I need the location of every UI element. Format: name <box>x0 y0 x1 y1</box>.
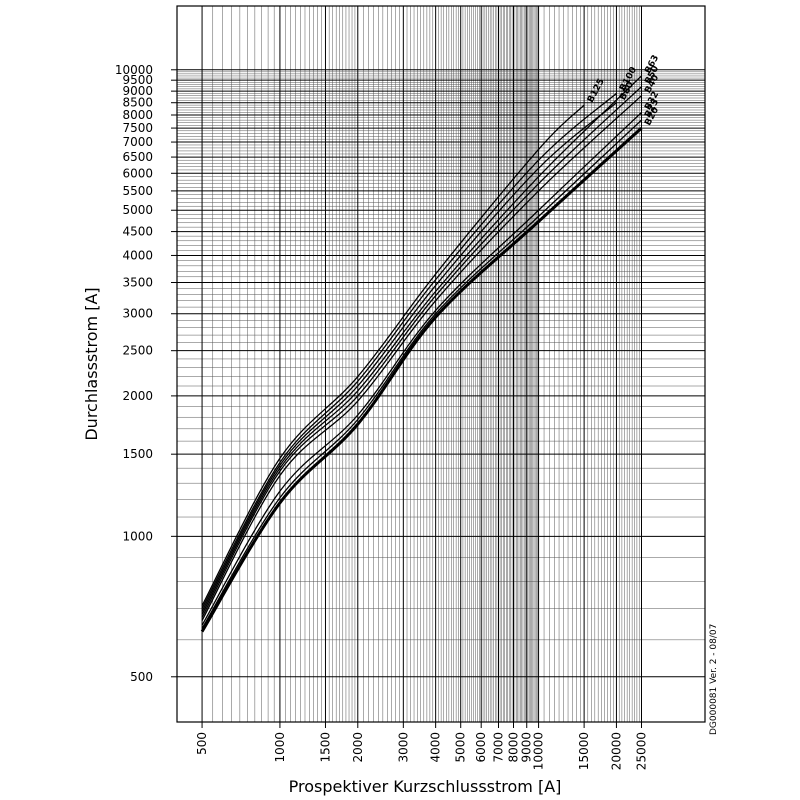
series-line <box>201 95 642 621</box>
y-tick-label: 2500 <box>122 344 153 358</box>
y-tick-label: 8000 <box>122 108 153 122</box>
x-tick-label: 20000 <box>609 732 623 770</box>
y-tick-label: 1500 <box>122 447 153 461</box>
x-tick-label: 8000 <box>507 732 521 763</box>
y-tick-label: 9000 <box>122 84 153 98</box>
y-tick-label: 7500 <box>122 121 153 135</box>
y-tick-label: 5500 <box>122 184 153 198</box>
x-tick-label: 1500 <box>318 732 332 763</box>
series-line <box>201 92 617 609</box>
y-tick-label: 10000 <box>115 63 153 77</box>
series-line <box>201 112 642 626</box>
series-line <box>200 126 643 633</box>
x-tick-label: 5000 <box>454 732 468 763</box>
series-line <box>201 104 585 607</box>
y-tick-label: 9500 <box>122 73 153 87</box>
y-tick-label: 3000 <box>122 307 153 321</box>
y-tick-label: 3500 <box>122 276 153 290</box>
y-tick-label: 4500 <box>122 225 153 239</box>
series-line <box>201 75 642 615</box>
y-tick-label: 500 <box>130 670 153 684</box>
x-tick-label: 10000 <box>532 732 546 770</box>
y-axis-label: Durchlassstrom [A] <box>82 287 101 440</box>
x-tick-label: 2000 <box>351 732 365 763</box>
x-tick-label: 4000 <box>429 732 443 763</box>
y-tick-label: 6500 <box>122 150 153 164</box>
x-tick-label: 9000 <box>520 732 534 763</box>
x-tick-label: 3000 <box>396 732 410 763</box>
x-tick-label: 500 <box>195 732 209 755</box>
x-tick-label: 6000 <box>474 732 488 763</box>
x-tick-label: 25000 <box>634 732 648 770</box>
y-tick-label: 2000 <box>122 389 153 403</box>
y-tick-label: 7000 <box>122 135 153 149</box>
series-line <box>201 102 617 612</box>
x-tick-label: 1000 <box>273 732 287 763</box>
annotation: DG000081 Ver. 2 - 08/07 <box>709 624 719 735</box>
y-tick-label: 5000 <box>122 203 153 217</box>
y-tick-label: 4000 <box>122 248 153 262</box>
x-tick-label: 15000 <box>577 732 591 770</box>
x-tick-label: 7000 <box>492 732 506 763</box>
y-tick-label: 8500 <box>122 96 153 110</box>
y-tick-label: 1000 <box>122 529 153 543</box>
series-line <box>201 86 642 618</box>
plot-frame <box>176 5 706 723</box>
y-tick-label: 6000 <box>122 166 153 180</box>
series-line <box>201 119 642 629</box>
curves <box>200 75 643 633</box>
x-axis-label: Prospektiver Kurzschlussstrom [A] <box>289 777 562 796</box>
